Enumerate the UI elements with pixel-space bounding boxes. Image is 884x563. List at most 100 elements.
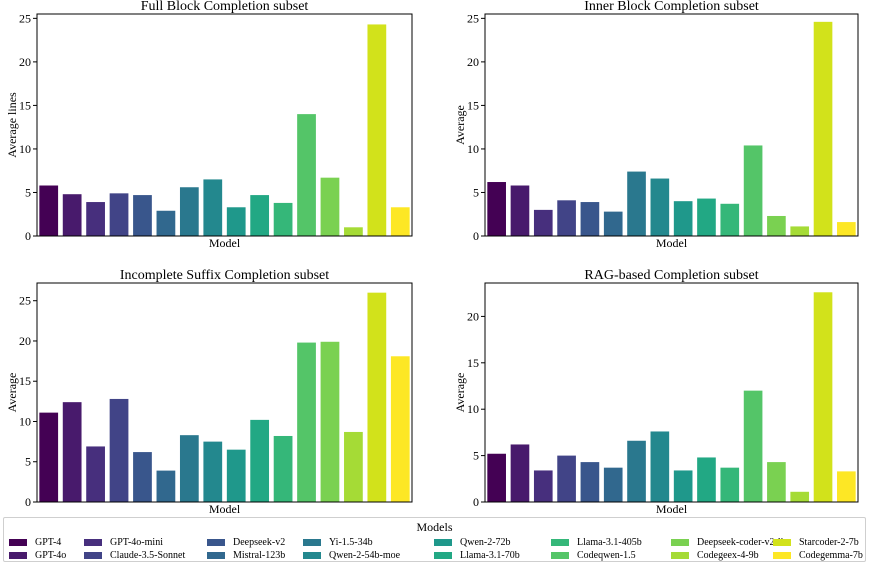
legend-swatch	[84, 539, 102, 546]
legend-item-10: Llama-3.1-70b	[434, 550, 520, 561]
legend-item-12: Codeqwen-1.5	[551, 550, 636, 561]
y-tick-label-3: 20	[19, 334, 31, 348]
plot-frame-3	[36, 282, 413, 503]
bar-1-10	[250, 195, 270, 236]
y-tick-label-3: 5	[25, 455, 31, 469]
bar-3-7	[179, 435, 199, 502]
y-tick-label-3: 10	[19, 414, 31, 428]
chart-figure: 0 5 10 15 20 25 Full Block Completion subset Mo…	[5, 0, 859, 516]
legend-swatch	[303, 552, 321, 559]
y-tick-label-2: 25	[467, 11, 479, 25]
y-axis-label-2: Average	[453, 105, 467, 145]
bar-1-15	[367, 24, 387, 237]
legend-item-4: Claude-3.5-Sonnet	[84, 550, 185, 561]
panel-title-3: Incomplete Suffix Completion subset	[120, 268, 329, 283]
bar-4-5	[580, 462, 600, 502]
legend-label: Starcoder-2-7b	[799, 537, 859, 548]
bar-4-9	[673, 470, 693, 502]
legend-label: GPT-4o	[35, 550, 67, 561]
bar-3-14	[344, 431, 363, 502]
legend-label: Claude-3.5-Sonnet	[110, 550, 186, 561]
legend-swatch	[9, 539, 27, 546]
y-tick-label-4: 15	[467, 356, 479, 370]
legend-swatch	[551, 539, 569, 546]
legend-item-16: Codegemma-7b	[773, 550, 863, 561]
legend-swatch	[551, 552, 569, 559]
y-axis-label-1: Average lines	[5, 92, 19, 158]
bar-4-3	[533, 470, 553, 502]
legend-label: Codeqwen-1.5	[577, 550, 636, 561]
y-tick-label-2: 20	[467, 55, 479, 69]
panel-title-2: Inner Block Completion subset	[584, 0, 759, 14]
bar-1-12	[297, 114, 316, 236]
bar-2-15	[813, 21, 833, 236]
bar-4-1	[487, 453, 506, 502]
bar-2-5	[580, 202, 600, 236]
bar-2-1	[487, 182, 506, 236]
legend-label: Codegemma-7b	[799, 550, 863, 561]
bar-3-16	[390, 356, 410, 502]
legend-item-2: GPT-4o	[9, 550, 66, 561]
y-tick-label-4: 10	[467, 402, 479, 416]
bar-2-4	[557, 200, 576, 236]
bar-2-12	[743, 145, 763, 236]
y-tick-label-2: 15	[467, 98, 479, 112]
bar-4-15	[813, 292, 833, 502]
legend-swatch	[434, 552, 452, 559]
bar-4-13	[767, 462, 786, 502]
legend-swatch	[303, 539, 321, 546]
bar-1-8	[203, 179, 223, 236]
bar-4-4	[557, 455, 576, 502]
bar-3-12	[297, 342, 316, 502]
legend-swatch	[671, 552, 689, 559]
legend-label: Qwen-2-54b-moe	[329, 550, 401, 561]
panel-title-4: RAG-based Completion subset	[584, 268, 758, 283]
legend-label: Yi-1.5-34b	[329, 537, 373, 548]
bar-3-4	[109, 398, 129, 502]
y-tick-label-1: 10	[19, 142, 31, 156]
y-tick-label-3: 15	[19, 374, 31, 388]
y-tick-label-2: 5	[473, 185, 479, 199]
bar-2-8	[650, 178, 670, 236]
bar-2-2	[510, 185, 530, 236]
bar-1-7	[179, 187, 199, 236]
y-tick-label-2: 10	[467, 142, 479, 156]
y-axis-label-4: Average	[453, 373, 467, 413]
bar-1-2	[62, 194, 82, 236]
bar-1-6	[156, 210, 176, 236]
bar-1-5	[133, 195, 152, 236]
legend-item-9: Qwen-2-72b	[434, 537, 511, 548]
legend-item-8: Qwen-2-54b-moe	[303, 550, 400, 561]
y-tick-label-1: 15	[19, 98, 31, 112]
bar-3-9	[226, 449, 246, 502]
y-tick-label-1: 5	[25, 185, 31, 199]
x-axis-label-3: Model	[209, 502, 241, 516]
bar-2-10	[697, 198, 716, 236]
bar-3-15	[367, 292, 387, 502]
legend-label: Codegeex-4-9b	[697, 550, 759, 561]
bar-1-14	[344, 227, 363, 236]
legend-item-13: Deepseek-coder-v2-lite	[671, 537, 791, 548]
bar-3-8	[203, 441, 223, 502]
plot-frame-2	[484, 13, 859, 237]
legend-swatch	[207, 552, 225, 559]
bar-3-3	[86, 446, 105, 502]
bar-4-12	[743, 390, 763, 502]
legend-label: Llama-3.1-70b	[460, 550, 520, 561]
y-tick-label-4: 0	[473, 495, 479, 509]
bar-3-11	[273, 435, 293, 502]
bar-4-8	[650, 431, 670, 502]
bar-3-6	[156, 470, 176, 502]
legend-item-14: Codegeex-4-9b	[671, 550, 759, 561]
y-tick-label-1: 20	[19, 55, 31, 69]
plot-frame-4	[484, 282, 859, 503]
bar-2-14	[790, 226, 810, 236]
legend-swatch	[207, 539, 225, 546]
bar-3-2	[62, 402, 82, 502]
legend-item-3: GPT-4o-mini	[84, 537, 163, 548]
legend-label: Deepseek-v2	[233, 537, 286, 548]
y-tick-label-1: 0	[25, 229, 31, 243]
bar-3-1	[39, 412, 59, 502]
bar-4-14	[790, 491, 810, 502]
legend-swatch	[773, 539, 791, 546]
